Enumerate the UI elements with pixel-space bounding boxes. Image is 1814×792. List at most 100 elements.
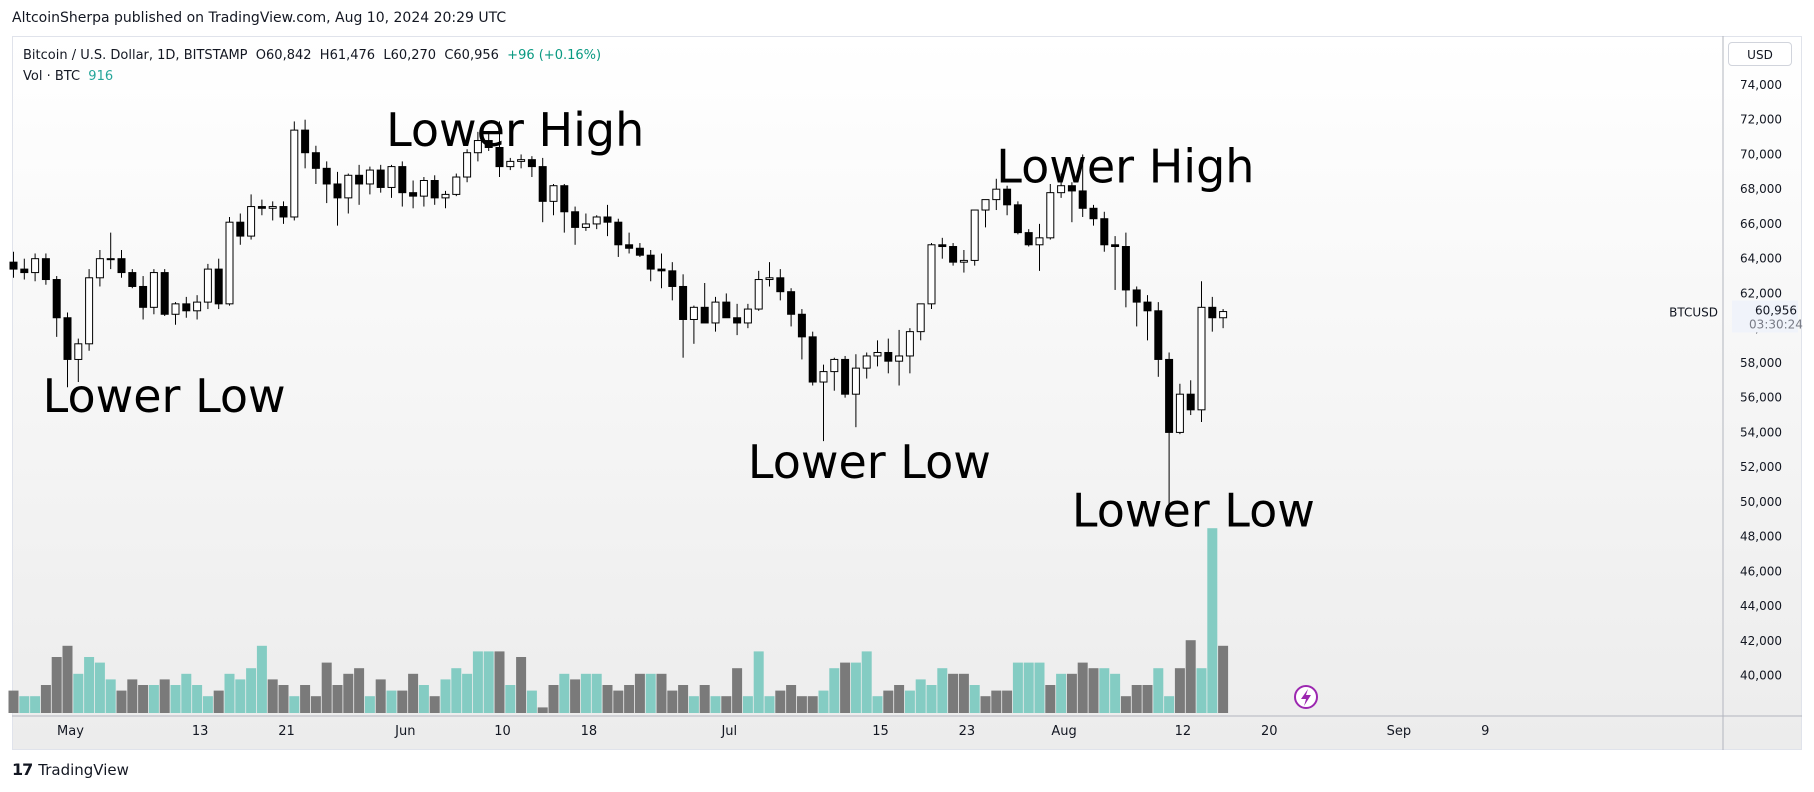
candle-body[interactable] — [679, 285, 688, 320]
candle-body[interactable] — [1208, 306, 1217, 319]
candle-body[interactable] — [344, 174, 353, 199]
candle-body[interactable] — [970, 209, 979, 261]
candle-body[interactable] — [592, 216, 601, 225]
candle-body[interactable] — [754, 279, 763, 310]
candle-body[interactable] — [517, 159, 526, 162]
candle-body[interactable] — [1078, 190, 1087, 209]
candle-body[interactable] — [452, 176, 461, 195]
candle-body[interactable] — [538, 166, 547, 202]
candle-body[interactable] — [430, 180, 439, 199]
candle-body[interactable] — [711, 301, 720, 324]
candle-body[interactable] — [689, 306, 698, 320]
candle-body[interactable] — [603, 216, 612, 223]
candle-body[interactable] — [117, 258, 126, 274]
candle-body[interactable] — [387, 166, 396, 188]
candle-body[interactable] — [1003, 188, 1012, 206]
candle-body[interactable] — [398, 166, 407, 194]
candle-body[interactable] — [560, 185, 569, 213]
candle-body[interactable] — [85, 277, 94, 345]
candle-body[interactable] — [333, 183, 342, 199]
candle-body[interactable] — [1089, 207, 1098, 220]
candle-body[interactable] — [765, 277, 774, 281]
candle-body[interactable] — [9, 261, 18, 270]
candle-body[interactable] — [225, 221, 234, 305]
candle-body[interactable] — [646, 254, 655, 270]
candle-body[interactable] — [873, 351, 882, 357]
candle-body[interactable] — [193, 301, 202, 312]
candle-body[interactable] — [463, 152, 472, 178]
candle-body[interactable] — [776, 277, 785, 293]
candle-body[interactable] — [484, 140, 493, 148]
candle-body[interactable] — [52, 279, 61, 319]
candle-body[interactable] — [203, 268, 212, 303]
candle-body[interactable] — [635, 247, 644, 256]
candle-body[interactable] — [247, 206, 256, 237]
candle-body[interactable] — [808, 336, 817, 383]
candle-body[interactable] — [733, 317, 742, 324]
candle-body[interactable] — [74, 343, 83, 360]
candle-body[interactable] — [301, 129, 310, 154]
candle-body[interactable] — [1143, 301, 1152, 312]
candle-body[interactable] — [322, 167, 331, 185]
candle-body[interactable] — [819, 371, 828, 383]
candle-body[interactable] — [905, 331, 914, 357]
candle-body[interactable] — [171, 303, 180, 315]
candle-body[interactable] — [657, 268, 666, 272]
candle-body[interactable] — [1067, 185, 1076, 192]
candle-body[interactable] — [862, 355, 871, 369]
candle-body[interactable] — [376, 169, 385, 188]
candle-body[interactable] — [1057, 185, 1066, 194]
candle-body[interactable] — [311, 152, 320, 169]
candle-body[interactable] — [1024, 232, 1033, 246]
candle-body[interactable] — [20, 268, 29, 274]
candle-body[interactable] — [41, 258, 50, 281]
candle-body[interactable] — [959, 259, 968, 263]
candle-body[interactable] — [128, 272, 137, 287]
candle-body[interactable] — [236, 221, 245, 237]
candle-body[interactable] — [441, 193, 450, 199]
candle-body[interactable] — [1046, 192, 1055, 239]
candle-body[interactable] — [1111, 244, 1120, 248]
currency-button[interactable]: USD — [1728, 42, 1792, 66]
candle-body[interactable] — [506, 160, 515, 168]
candle-body[interactable] — [419, 180, 428, 197]
candle-body[interactable] — [495, 146, 504, 168]
candle-body[interactable] — [1121, 246, 1130, 291]
candle-body[interactable] — [614, 221, 623, 246]
candle-body[interactable] — [949, 246, 958, 263]
candle-body[interactable] — [700, 306, 709, 324]
candle-body[interactable] — [797, 313, 806, 338]
candle-body[interactable] — [182, 303, 191, 312]
candle-body[interactable] — [830, 358, 839, 373]
candle-body[interactable] — [214, 268, 223, 305]
candle-body[interactable] — [365, 169, 374, 185]
candle-body[interactable] — [668, 270, 677, 287]
candle-body[interactable] — [106, 258, 115, 261]
candle-body[interactable] — [95, 258, 104, 279]
candle-body[interactable] — [1186, 393, 1195, 411]
candle-body[interactable] — [743, 308, 752, 324]
candle-body[interactable] — [1165, 358, 1174, 433]
candle-body[interactable] — [279, 206, 288, 218]
candle-body[interactable] — [63, 317, 72, 360]
candle-body[interactable] — [851, 367, 860, 395]
candle-body[interactable] — [841, 358, 850, 395]
candle-body[interactable] — [1219, 311, 1228, 319]
candle-body[interactable] — [1100, 218, 1109, 246]
candle-body[interactable] — [1175, 393, 1184, 433]
candle-body[interactable] — [916, 303, 925, 333]
candle-body[interactable] — [1013, 204, 1022, 234]
candle-body[interactable] — [549, 185, 558, 202]
candle-body[interactable] — [927, 244, 936, 305]
candle-body[interactable] — [722, 301, 731, 319]
candle-body[interactable] — [1197, 306, 1206, 411]
candle-body[interactable] — [625, 244, 634, 249]
candle-body[interactable] — [1035, 237, 1044, 246]
candle-body[interactable] — [981, 199, 990, 211]
candle-body[interactable] — [895, 355, 904, 362]
candle-body[interactable] — [139, 285, 148, 308]
candle-body[interactable] — [581, 223, 590, 228]
candle-body[interactable] — [884, 351, 893, 362]
tradingview-brand[interactable]: 17 TradingView — [12, 760, 129, 779]
